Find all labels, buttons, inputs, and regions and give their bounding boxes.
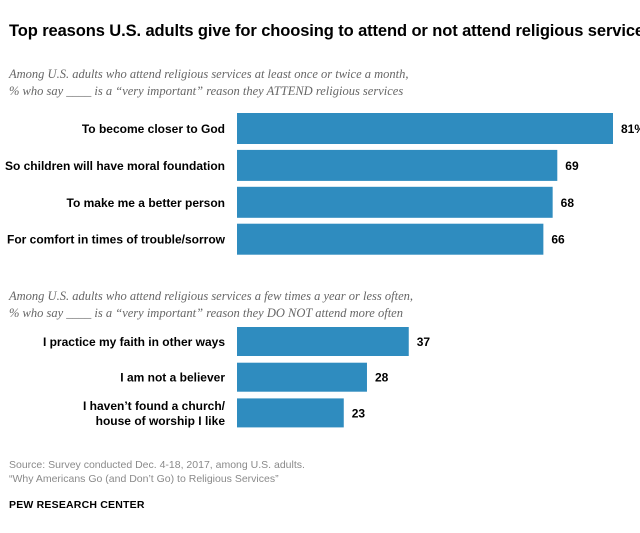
chart-title: Top reasons U.S. adults give for choosin… bbox=[9, 22, 640, 40]
chart-2-subtitle: Among U.S. adults who attend religious s… bbox=[9, 288, 413, 322]
chart-1-bar bbox=[237, 223, 544, 255]
chart-1-value-label: 66 bbox=[551, 233, 565, 247]
chart-2-category-label: I haven’t found a church/ bbox=[83, 399, 226, 413]
source-note: Source: Survey conducted Dec. 4-18, 2017… bbox=[9, 458, 305, 486]
chart-1-category-label: For comfort in times of trouble/sorrow bbox=[7, 233, 226, 247]
chart-1-category-label: To become closer to God bbox=[82, 122, 225, 136]
chart-1-value-label: 68 bbox=[561, 196, 575, 210]
chart-2-category-label: I am not a believer bbox=[120, 371, 225, 385]
chart-1-bar bbox=[237, 149, 558, 181]
brand-label: PEW RESEARCH CENTER bbox=[9, 499, 145, 511]
chart-2-subtitle-line-1: Among U.S. adults who attend religious s… bbox=[9, 289, 414, 303]
chart-1-bar bbox=[237, 113, 613, 144]
source-line-2: “Why Americans Go (and Don’t Go) to Reli… bbox=[9, 473, 279, 485]
chart-2-category-label: I practice my faith in other ways bbox=[43, 335, 225, 349]
source-line-1: Source: Survey conducted Dec. 4-18, 2017… bbox=[9, 459, 305, 471]
chart-2-value-label: 28 bbox=[375, 371, 389, 385]
chart-2-value-label: 37 bbox=[417, 335, 431, 349]
chart-1-bar bbox=[237, 186, 553, 218]
chart-1-value-label: 69 bbox=[565, 159, 579, 173]
chart-2-value-label: 23 bbox=[352, 406, 366, 420]
chart-1-value-label: 81% bbox=[621, 122, 640, 136]
chart-1-subtitle-line-1: Among U.S. adults who attend religious s… bbox=[9, 67, 409, 81]
chart-2-bar bbox=[237, 327, 409, 356]
chart-2-category-label: house of worship I like bbox=[96, 414, 226, 428]
chart-2-subtitle-line-2: % who say ____ is a “very important” rea… bbox=[9, 306, 403, 320]
chart-1-category-label: So children will have moral foundation bbox=[5, 159, 225, 173]
chart-2-bar bbox=[237, 398, 344, 428]
chart-1-subtitle: Among U.S. adults who attend religious s… bbox=[9, 66, 409, 100]
chart-2-bar bbox=[237, 362, 367, 392]
chart-1-subtitle-line-2: % who say ____ is a “very important” rea… bbox=[9, 84, 404, 98]
chart-1-category-label: To make me a better person bbox=[67, 196, 226, 210]
